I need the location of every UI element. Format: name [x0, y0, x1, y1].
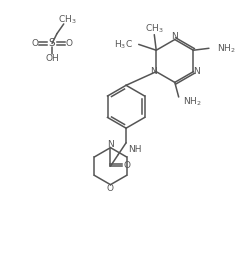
Text: N: N [193, 67, 200, 76]
Text: S: S [49, 38, 55, 48]
Text: CH$_3$: CH$_3$ [58, 14, 77, 26]
Text: O: O [65, 39, 72, 48]
Text: N: N [107, 140, 114, 149]
Text: CH$_3$: CH$_3$ [145, 23, 164, 35]
Text: N: N [171, 32, 178, 41]
Text: O: O [32, 39, 39, 48]
Text: H$_3$C: H$_3$C [114, 38, 133, 51]
Text: O: O [107, 184, 114, 193]
Text: O: O [124, 161, 131, 170]
Text: N: N [150, 67, 157, 76]
Text: NH$_2$: NH$_2$ [183, 95, 201, 108]
Text: NH: NH [128, 145, 142, 154]
Text: OH: OH [45, 54, 59, 62]
Text: NH$_2$: NH$_2$ [217, 42, 235, 55]
